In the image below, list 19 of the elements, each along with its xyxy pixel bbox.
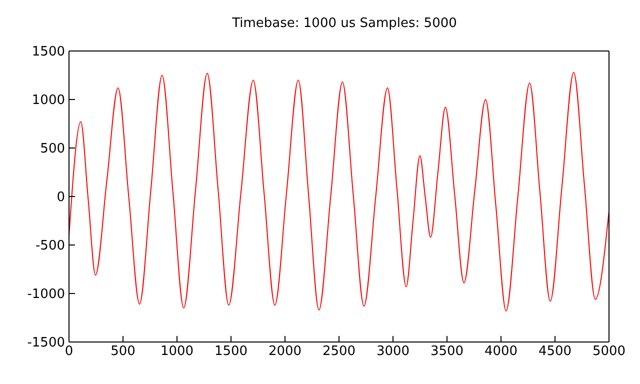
line-series <box>69 72 609 312</box>
x-tick-label: 500 <box>110 344 136 360</box>
y-tick-label: 0 <box>56 190 65 206</box>
chart-title: Timebase: 1000 us Samples: 5000 <box>231 16 458 31</box>
x-tick-label: 5000 <box>592 344 626 360</box>
y-tick-label: 1500 <box>32 44 65 60</box>
x-tick-label: 2500 <box>322 344 356 360</box>
x-tick-label: 1000 <box>160 344 194 360</box>
y-tick-label: -1000 <box>27 287 65 302</box>
y-tick-label: 1000 <box>32 93 65 108</box>
y-tick-label: 500 <box>40 142 65 157</box>
x-tick-label: 3000 <box>376 344 410 360</box>
x-tick-label: 4000 <box>484 344 518 360</box>
x-tick-label: 3500 <box>430 344 464 360</box>
x-tick-label: 2000 <box>268 344 302 360</box>
x-tick-label: 4500 <box>538 344 572 360</box>
y-tick-label: -1500 <box>27 336 65 351</box>
x-tick-label: 1500 <box>214 344 248 360</box>
y-tick-label: -500 <box>35 238 65 254</box>
